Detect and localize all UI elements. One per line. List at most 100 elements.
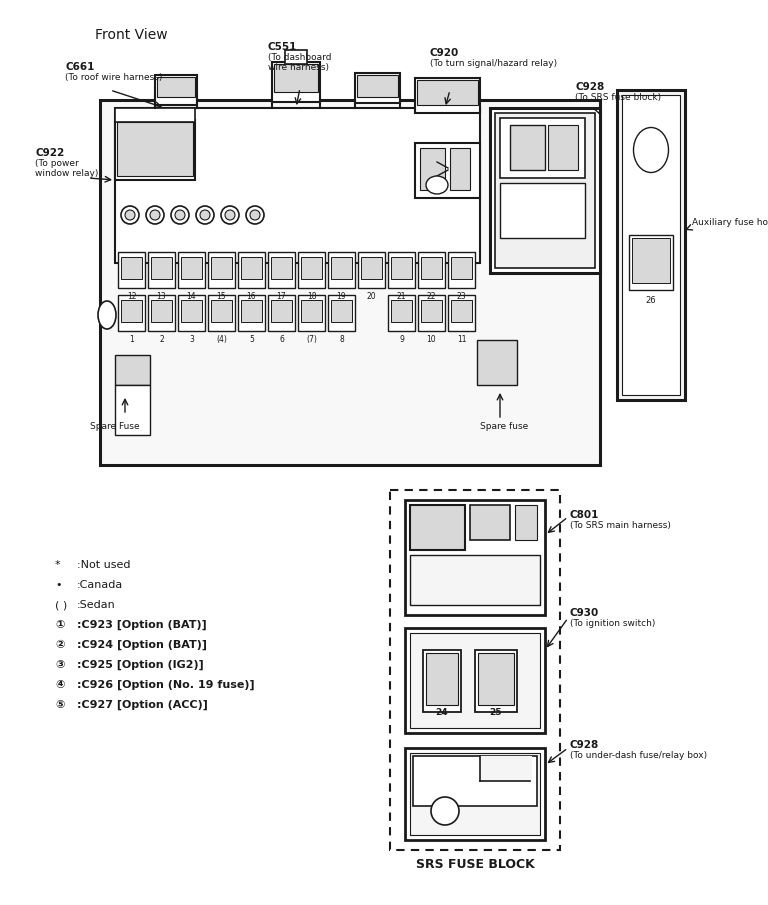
Text: (To roof wire harness): (To roof wire harness) — [65, 73, 162, 82]
Bar — [117, 122, 193, 176]
Bar — [181, 300, 202, 322]
Bar — [478, 653, 514, 705]
Bar — [157, 77, 195, 97]
Bar — [495, 113, 595, 268]
Bar — [328, 295, 355, 331]
Bar — [151, 300, 172, 322]
Circle shape — [125, 210, 135, 220]
Bar — [451, 257, 472, 279]
Text: (To SRS fuse block): (To SRS fuse block) — [575, 93, 661, 102]
Bar — [421, 300, 442, 322]
Text: 26: 26 — [646, 296, 657, 305]
Bar — [448, 295, 475, 331]
Text: 1: 1 — [129, 335, 134, 344]
Text: (To power: (To power — [35, 159, 79, 168]
Bar — [241, 300, 262, 322]
Text: ①: ① — [55, 620, 65, 630]
Bar — [405, 628, 545, 733]
Bar — [208, 252, 235, 288]
Bar — [622, 95, 680, 395]
Bar — [632, 238, 670, 283]
Bar — [405, 500, 545, 615]
Bar — [178, 295, 205, 331]
Text: 12: 12 — [127, 292, 136, 301]
Bar — [115, 120, 195, 180]
Bar — [178, 252, 205, 288]
Bar — [421, 257, 442, 279]
Bar — [238, 295, 265, 331]
Bar — [391, 300, 412, 322]
Text: 22: 22 — [427, 292, 436, 301]
Text: 2: 2 — [159, 335, 164, 344]
Text: 14: 14 — [187, 292, 197, 301]
Bar — [475, 650, 517, 712]
Text: Auxiliary fuse holder: Auxiliary fuse holder — [692, 218, 768, 227]
Bar — [301, 257, 322, 279]
Bar — [121, 300, 142, 322]
Bar — [390, 490, 560, 850]
Text: ( ): ( ) — [55, 600, 68, 610]
Bar — [355, 73, 400, 103]
Bar — [410, 753, 540, 835]
Text: Front View: Front View — [95, 28, 167, 42]
Text: 3: 3 — [189, 335, 194, 344]
Text: C551: C551 — [268, 42, 297, 52]
Text: C801: C801 — [570, 510, 599, 520]
Bar — [470, 505, 510, 540]
Text: 17: 17 — [276, 292, 286, 301]
Bar — [388, 295, 415, 331]
Bar — [448, 252, 475, 288]
Bar — [490, 108, 600, 273]
Bar — [118, 252, 145, 288]
Text: 19: 19 — [336, 292, 346, 301]
Bar — [272, 62, 320, 102]
Bar — [629, 235, 673, 290]
Text: C920: C920 — [430, 48, 459, 58]
Text: (To under-dash fuse/relay box): (To under-dash fuse/relay box) — [570, 751, 707, 760]
Text: :Canada: :Canada — [77, 580, 123, 590]
Text: wire harness): wire harness) — [268, 63, 329, 72]
Circle shape — [246, 206, 264, 224]
Text: 6: 6 — [279, 335, 284, 344]
Text: C661: C661 — [65, 62, 94, 72]
Bar — [118, 295, 145, 331]
Bar — [115, 108, 480, 263]
Bar — [268, 295, 295, 331]
Bar — [548, 125, 578, 170]
Bar — [328, 252, 355, 288]
Text: C922: C922 — [35, 148, 65, 158]
Bar — [451, 300, 472, 322]
Bar — [331, 257, 352, 279]
Bar — [477, 340, 517, 385]
Bar — [426, 653, 458, 705]
Circle shape — [150, 210, 160, 220]
Bar — [415, 143, 480, 198]
Text: 23: 23 — [457, 292, 466, 301]
Bar — [298, 252, 325, 288]
Text: :Not used: :Not used — [77, 560, 131, 570]
Text: 24: 24 — [435, 708, 449, 717]
Circle shape — [431, 797, 459, 825]
Circle shape — [250, 210, 260, 220]
Bar — [415, 78, 480, 113]
Text: 20: 20 — [366, 292, 376, 301]
Text: (To dashboard: (To dashboard — [268, 53, 332, 62]
Ellipse shape — [426, 176, 448, 194]
Bar — [285, 50, 307, 64]
Text: 10: 10 — [427, 335, 436, 344]
Bar — [617, 90, 685, 400]
Bar — [500, 183, 585, 238]
Bar — [420, 148, 445, 190]
Text: 16: 16 — [247, 292, 257, 301]
Bar — [148, 252, 175, 288]
Text: 18: 18 — [306, 292, 316, 301]
Bar — [271, 300, 292, 322]
Bar — [410, 505, 465, 550]
Text: 11: 11 — [457, 335, 466, 344]
Bar — [417, 80, 478, 105]
Bar — [480, 756, 532, 781]
Text: ⑤: ⑤ — [55, 700, 65, 710]
Bar — [358, 252, 385, 288]
Bar — [100, 100, 600, 465]
Bar — [181, 257, 202, 279]
